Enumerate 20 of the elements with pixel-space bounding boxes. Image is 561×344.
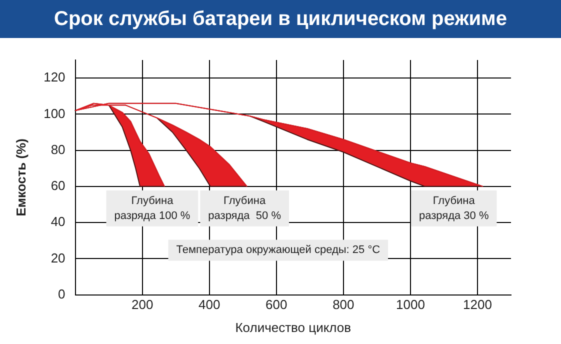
y-tick-label: 60 [50, 178, 66, 194]
x-tick-label: 1000 [396, 297, 425, 312]
y-tick-label: 0 [58, 286, 66, 302]
y-tick-label: 120 [44, 70, 66, 85]
annotation: Глубина разряда 30 % [418, 194, 489, 222]
x-tick-label: 600 [266, 297, 288, 312]
y-axis-title: Емкость (%) [13, 138, 28, 216]
y-tick-label: 100 [44, 106, 66, 121]
x-tick-label: 800 [332, 297, 354, 312]
chart-title: Срок службы батареи в циклическом режиме [0, 0, 561, 38]
annotation: Глубина разряда 50 % [208, 194, 282, 222]
y-tick-label: 20 [50, 250, 66, 266]
x-tick-label: 200 [131, 297, 154, 312]
x-axis-title: Количество циклов [235, 320, 352, 335]
x-tick-label: 400 [198, 297, 220, 312]
annotation: Температура окружающей среды: 25 °C [176, 244, 380, 256]
y-tick-label: 40 [50, 214, 66, 230]
x-tick-label: 1200 [463, 297, 492, 312]
annotation: Глубина разряда 100 % [114, 194, 190, 222]
y-tick-label: 80 [50, 142, 66, 157]
